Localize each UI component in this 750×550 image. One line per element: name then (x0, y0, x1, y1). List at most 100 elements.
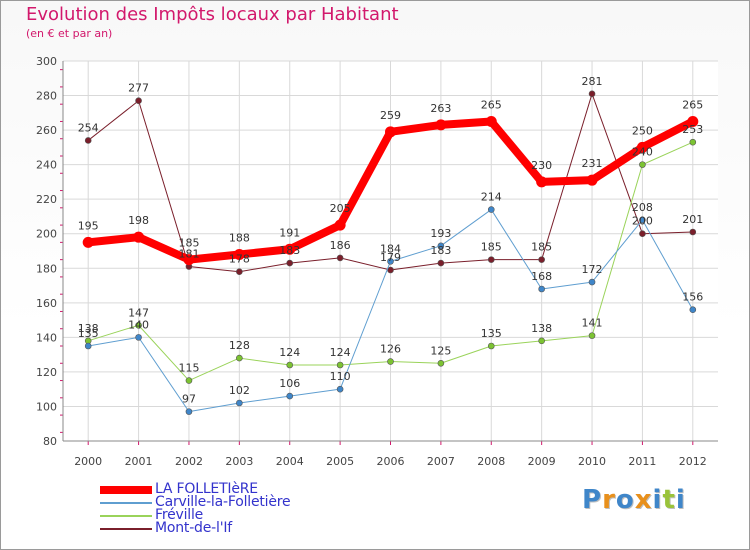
data-label-fr-ville: 253 (682, 123, 703, 136)
data-point-la-folleti-re (536, 176, 548, 188)
data-label-la-folleti-re: 188 (229, 231, 250, 244)
data-label-carville-la-folleti-re: 102 (229, 384, 250, 397)
data-label-carville-la-folleti-re: 168 (531, 270, 552, 283)
data-label-mont-de-l-if: 179 (380, 251, 401, 264)
legend-label-freville: Fréville (155, 507, 204, 523)
data-label-fr-ville: 138 (531, 322, 552, 335)
x-tick-label: 2012 (679, 455, 707, 468)
x-tick-label: 2001 (125, 455, 153, 468)
data-label-mont-de-l-if: 277 (128, 82, 149, 95)
data-label-fr-ville: 115 (178, 362, 199, 375)
data-point-mont-de-l-if (689, 228, 697, 236)
data-point-fr-ville (588, 332, 596, 339)
data-point-la-folleti-re (435, 119, 447, 131)
data-label-carville-la-folleti-re: 110 (330, 370, 351, 383)
y-tick-label: 100 (36, 400, 57, 413)
data-label-carville-la-folleti-re: 140 (128, 318, 149, 331)
legend-item-la-folletiere: LA FOLLETIèRE (100, 481, 400, 497)
y-tick-label: 260 (36, 124, 57, 137)
data-point-la-folleti-re (586, 174, 598, 186)
data-label-mont-de-l-if: 201 (682, 213, 703, 226)
y-tick-label: 240 (36, 159, 57, 172)
proxiti-logo: Proxiti (582, 485, 686, 515)
data-point-fr-ville (135, 321, 142, 329)
data-point-carville-la-folleti-re (487, 206, 495, 213)
data-point-fr-ville (538, 337, 545, 345)
data-point-fr-ville (336, 361, 344, 369)
data-label-mont-de-l-if: 185 (481, 241, 502, 254)
data-label-fr-ville: 126 (380, 343, 401, 356)
data-point-mont-de-l-if (135, 97, 142, 105)
y-tick-label: 220 (36, 193, 57, 206)
data-point-fr-ville (185, 377, 193, 384)
data-point-la-folleti-re (82, 236, 94, 248)
legend-swatch-la-folletiere (100, 486, 152, 494)
data-point-la-folleti-re (687, 115, 699, 127)
data-label-mont-de-l-if: 200 (632, 215, 653, 228)
data-label-la-folleti-re: 198 (128, 214, 149, 227)
data-point-mont-de-l-if (437, 259, 445, 267)
data-label-mont-de-l-if: 254 (78, 121, 99, 134)
legend-label-carville: Carville-la-Folletière (155, 494, 291, 510)
data-point-la-folleti-re (485, 115, 497, 127)
data-label-fr-ville: 240 (632, 146, 653, 159)
data-label-mont-de-l-if: 281 (582, 75, 603, 88)
legend-swatch-carville (100, 502, 152, 504)
data-point-la-folleti-re (636, 141, 648, 153)
data-point-carville-la-folleti-re (639, 216, 646, 224)
x-tick-label: 2011 (628, 455, 656, 468)
legend-swatch-freville (100, 515, 152, 517)
data-label-carville-la-folleti-re: 193 (430, 227, 451, 240)
data-label-la-folleti-re: 185 (178, 237, 199, 250)
data-label-la-folleti-re: 250 (632, 124, 653, 137)
data-label-mont-de-l-if: 186 (330, 239, 351, 252)
data-label-fr-ville: 141 (582, 317, 603, 330)
data-point-carville-la-folleti-re (135, 334, 142, 341)
data-point-fr-ville (387, 358, 394, 365)
data-point-mont-de-l-if (336, 254, 344, 262)
logo-letter: i (652, 485, 663, 515)
data-point-la-folleti-re (385, 126, 396, 138)
x-tick-label: 2010 (578, 455, 606, 468)
data-label-la-folleti-re: 195 (78, 219, 99, 232)
data-label-la-folleti-re: 259 (380, 109, 401, 122)
data-label-mont-de-l-if: 183 (430, 244, 451, 257)
x-tick-label: 2008 (477, 455, 505, 468)
y-tick-label: 140 (36, 331, 57, 344)
data-point-carville-la-folleti-re (538, 285, 545, 293)
data-label-carville-la-folleti-re: 208 (632, 201, 653, 214)
y-tick-label: 300 (36, 55, 57, 68)
x-tick-label: 2005 (326, 455, 354, 468)
x-tick-label: 2009 (528, 455, 556, 468)
data-label-mont-de-l-if: 185 (531, 241, 552, 254)
data-label-la-folleti-re: 205 (330, 202, 351, 215)
data-point-carville-la-folleti-re (437, 242, 445, 250)
data-label-fr-ville: 135 (481, 327, 502, 340)
data-point-fr-ville (437, 359, 445, 367)
y-tick-label: 180 (36, 262, 57, 275)
data-point-carville-la-folleti-re (236, 399, 243, 407)
data-point-fr-ville (286, 361, 294, 369)
x-tick-label: 2006 (377, 455, 405, 468)
data-point-carville-la-folleti-re (84, 342, 92, 350)
data-label-fr-ville: 138 (78, 322, 99, 335)
legend-swatch-mont-de-l-if (100, 528, 152, 530)
data-label-la-folleti-re: 230 (531, 159, 552, 172)
data-label-fr-ville: 125 (430, 344, 451, 357)
data-point-la-folleti-re (183, 254, 195, 266)
y-tick-label: 200 (36, 228, 57, 241)
data-point-mont-de-l-if (588, 90, 596, 98)
logo-letter: i (675, 485, 686, 515)
data-label-carville-la-folleti-re: 214 (481, 191, 502, 204)
data-label-carville-la-folleti-re: 172 (582, 263, 603, 276)
x-tick-label: 2007 (427, 455, 455, 468)
logo-letter: t (662, 485, 676, 515)
data-point-carville-la-folleti-re (336, 385, 344, 393)
legend-item-carville: Carville-la-Folletière (100, 494, 400, 510)
data-point-la-folleti-re (284, 243, 296, 255)
data-point-la-folleti-re (334, 219, 346, 231)
data-label-mont-de-l-if: 181 (178, 248, 199, 261)
legend-item-freville: Fréville (100, 507, 400, 523)
data-label-mont-de-l-if: 178 (229, 253, 250, 266)
